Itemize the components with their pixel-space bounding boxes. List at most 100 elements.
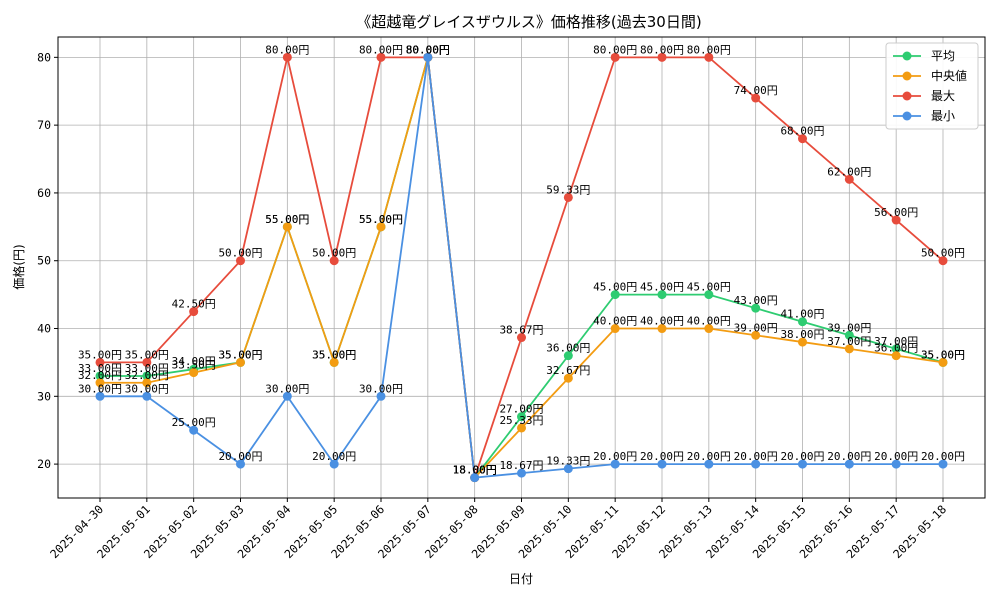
series-layer (95, 52, 948, 483)
data-point (657, 290, 667, 300)
data-label: 27.00円 (499, 403, 543, 416)
data-label: 35.00円 (921, 348, 965, 361)
legend-marker (902, 91, 912, 101)
y-tick-label: 50 (37, 254, 51, 268)
data-label: 30.00円 (125, 382, 169, 395)
data-label: 20.00円 (874, 450, 918, 463)
data-label: 18.00円 (453, 464, 497, 477)
data-label: 20.00円 (687, 450, 731, 463)
data-label: 50.00円 (921, 247, 965, 260)
data-label: 20.00円 (734, 450, 778, 463)
data-point (563, 192, 573, 202)
data-label: 20.00円 (593, 450, 637, 463)
data-label: 35.00円 (921, 348, 965, 361)
data-point (798, 317, 807, 327)
data-point (376, 391, 386, 401)
y-tick-label: 30 (37, 389, 51, 403)
data-point (95, 391, 105, 401)
data-label: 45.00円 (687, 281, 731, 294)
data-point (704, 52, 714, 62)
data-label: 55.00円 (359, 213, 403, 226)
data-point (751, 459, 761, 469)
data-label: 36.00円 (874, 342, 918, 355)
data-point (95, 378, 105, 388)
data-label: 19.33円 (546, 455, 590, 468)
data-point (236, 256, 245, 266)
x-axis-label: 日付 (509, 572, 533, 586)
y-tick-label: 40 (37, 322, 51, 336)
data-label: 41.00円 (780, 308, 824, 321)
data-point (376, 52, 386, 62)
data-point (657, 459, 667, 469)
data-point (610, 459, 620, 469)
data-label: 42.50円 (172, 298, 216, 311)
y-tick-label: 20 (37, 457, 51, 471)
data-point (329, 459, 339, 469)
data-label: 35.00円 (218, 348, 262, 361)
data-label: 45.00円 (640, 281, 684, 294)
data-label: 37.00円 (874, 335, 918, 348)
data-label: 20.00円 (640, 450, 684, 463)
legend-box (885, 42, 979, 130)
x-tick-layer: 2025-04-302025-05-012025-05-022025-05-03… (47, 498, 949, 561)
data-label: 50.00円 (218, 247, 262, 260)
data-point (189, 307, 199, 317)
data-point (610, 290, 620, 300)
data-label: 35.00円 (125, 348, 169, 361)
data-point (423, 52, 433, 62)
data-label: 80.00円 (265, 43, 309, 56)
data-label: 35.00円 (312, 348, 356, 361)
data-point (95, 357, 105, 367)
legend-label: 最小 (931, 109, 955, 123)
data-point (798, 337, 807, 347)
data-label: 18.00円 (453, 464, 497, 477)
data-label: 80.00円 (687, 43, 731, 56)
legend-label: 最大 (931, 89, 955, 103)
data-point (517, 412, 526, 422)
data-label: 20.00円 (218, 450, 262, 463)
data-label: 40.00円 (640, 315, 684, 328)
data-point (282, 222, 292, 232)
data-point (563, 373, 573, 383)
data-point (282, 391, 292, 401)
data-point (751, 303, 761, 313)
data-label: 56.00円 (874, 206, 918, 219)
data-label: 34.00円 (172, 355, 216, 368)
data-point (142, 391, 152, 401)
data-point (517, 333, 526, 343)
data-label: 20.00円 (921, 450, 965, 463)
chart-title: 《超越竜グレイスザウルス》価格推移(過去30日間) (356, 13, 701, 31)
data-point (610, 52, 620, 62)
data-point (142, 378, 152, 388)
data-label: 50.00円 (312, 247, 356, 260)
data-point (282, 52, 292, 62)
y-tick-layer: 20 30 40 50 60 70 80 (37, 50, 58, 471)
data-label: 40.00円 (593, 315, 637, 328)
data-point (704, 459, 714, 469)
data-label: 55.00円 (265, 213, 309, 226)
data-point (517, 468, 526, 478)
data-label: 80.00円 (640, 43, 684, 56)
legend-label: 中央値 (931, 68, 967, 83)
data-label: 80.00円 (359, 43, 403, 56)
data-label: 18.00円 (453, 464, 497, 477)
data-point (798, 134, 807, 144)
data-point (189, 368, 199, 378)
legend-label: 平均 (931, 49, 955, 63)
data-point (610, 324, 620, 334)
data-point (704, 324, 714, 334)
data-label: 43.00円 (734, 294, 778, 307)
data-label: 39.00円 (734, 321, 778, 334)
data-label: 30.00円 (359, 382, 403, 395)
data-label: 39.00円 (827, 321, 871, 334)
data-label: 74.00円 (734, 84, 778, 97)
y-tick-label: 80 (37, 50, 51, 64)
data-point (798, 459, 807, 469)
data-point (844, 174, 854, 184)
data-point (517, 423, 526, 433)
data-point (470, 473, 480, 483)
legend-marker (902, 111, 912, 121)
y-axis-label: 価格(円) (11, 244, 26, 289)
data-label: 45.00円 (593, 281, 637, 294)
